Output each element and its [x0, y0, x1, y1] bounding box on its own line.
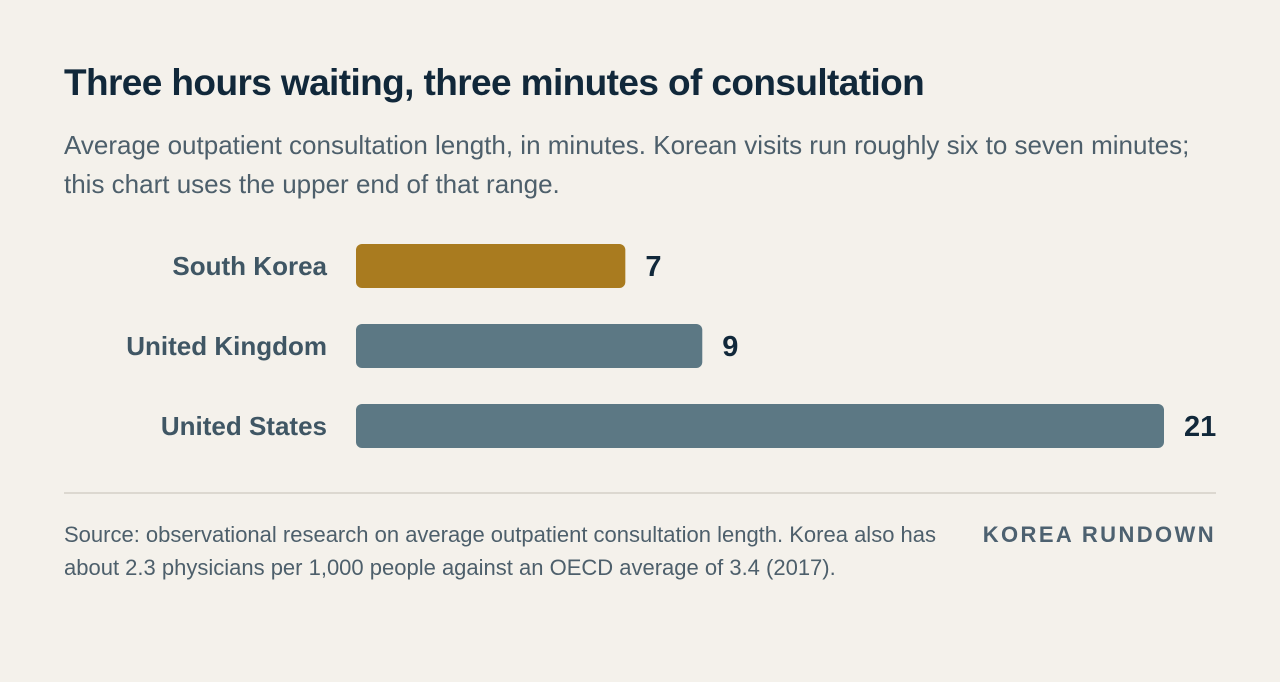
source-note: Source: observational research on averag…	[64, 522, 937, 580]
brand-logo-text: KOREA RUNDOWN	[982, 522, 1216, 547]
bar-chart: South Korea 7 United Kingdom 9 United States…	[126, 244, 1216, 448]
chart-title: Three hours waiting, three minutes of co…	[64, 62, 925, 103]
category-label-united-kingdom: United Kingdom	[126, 331, 327, 361]
category-label-south-korea: South Korea	[172, 251, 327, 281]
value-label-united-states: 21	[1184, 411, 1216, 443]
bar-south-korea	[356, 244, 626, 288]
bar-united-states	[356, 404, 1164, 448]
category-label-united-states: United States	[161, 411, 327, 441]
chart-subtitle: Average outpatient consultation length, …	[64, 130, 1190, 199]
value-label-south-korea: 7	[645, 251, 661, 283]
footer-divider	[64, 492, 1216, 494]
bar-united-kingdom	[356, 324, 703, 368]
value-label-united-kingdom: 9	[722, 331, 738, 363]
